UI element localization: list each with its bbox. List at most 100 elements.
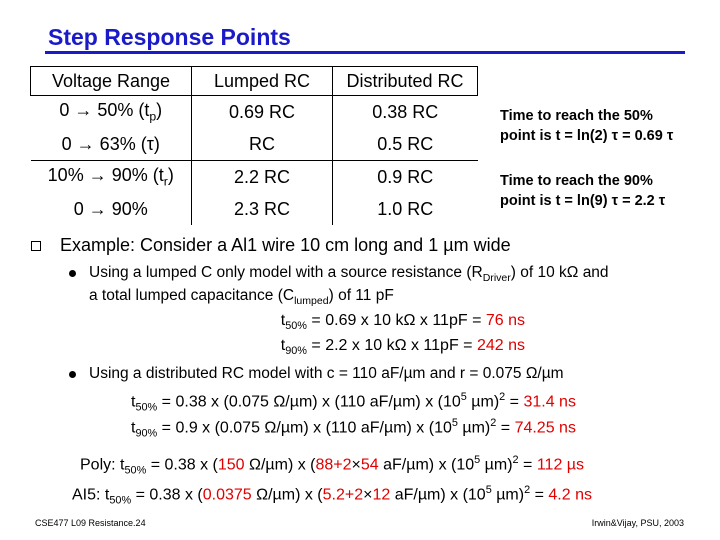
highlight: 76 ns: [485, 312, 525, 329]
sub-bullet-icon: [69, 270, 76, 277]
text-run: a total lumped capacitance (C: [89, 287, 295, 305]
text-run: 10% → 90% (t: [47, 165, 164, 186]
text-run: Ω/µm) x (: [244, 456, 316, 474]
bullet-text: Example: Consider a Al1 wire 10 cm long …: [60, 235, 511, 255]
text-line: Using a distributed RC model with c = 11…: [89, 365, 564, 382]
text-run: t: [280, 337, 286, 354]
text-run: =: [496, 419, 515, 437]
subscript: 90%: [135, 427, 158, 440]
highlight: 88+2: [315, 456, 352, 474]
footer-right: Irwin&Vijay, PSU, 2003: [591, 518, 684, 528]
highlight: 54: [360, 456, 379, 474]
table-cell: 2.2 RC: [191, 160, 333, 193]
highlight: 12: [372, 486, 391, 504]
sub-bullet-text: Using a distributed RC model with c = 11…: [89, 365, 564, 382]
equation: t50% = 0.69 x 10 kΩ x 11pF = 76 ns: [281, 312, 525, 332]
table-row: 0 → 63% (τ) RC 0.5 RC: [31, 128, 478, 161]
text-run: t: [131, 393, 136, 411]
note: Time to reach the 90% point is t = ln(9)…: [500, 171, 665, 211]
text-run: =: [518, 456, 537, 474]
table-cell: 0.9 RC: [332, 160, 478, 193]
note-line: point is t = ln(9) τ = 2.2 τ: [500, 193, 666, 209]
superscript: 2: [490, 417, 497, 429]
text-run: Poly: t: [80, 456, 125, 474]
superscript: 5: [460, 391, 467, 403]
text-run: aF/µm) x (10: [390, 486, 486, 504]
table-cell: 0.5 RC: [377, 133, 434, 154]
text-run: AI5: t: [72, 486, 110, 504]
note-line: Time to reach the 50%: [500, 108, 653, 124]
table-row: 0 → 50% (tp) 0.69 RC 0.38 RC: [31, 95, 478, 129]
example: Poly: t50% = 0.38 x (150 Ω/µm) x (88+2×5…: [80, 454, 584, 477]
table-cell: 2.3 RC: [191, 193, 333, 225]
table-cell: 0.38 RC: [372, 101, 439, 122]
note-line: Time to reach the 90%: [500, 173, 653, 189]
highlight: 0.0375: [202, 486, 252, 504]
superscript: 5: [451, 417, 458, 429]
sub-bullet-icon: [69, 371, 76, 378]
table-cell: RC: [191, 128, 333, 161]
table-cell: 0 → 90%: [73, 198, 148, 219]
text-run: =: [505, 393, 524, 411]
subscript: 50%: [124, 464, 147, 477]
response-table: Voltage Range Lumped RC Distributed RC 0…: [30, 66, 478, 225]
text-run: Using a distributed RC model with c = 11…: [89, 365, 564, 382]
note-line: point is t = ln(2) τ = 0.69 τ: [500, 128, 674, 144]
header-cell: Lumped RC: [191, 66, 333, 96]
table-row: 0 → 90% 2.3 RC 1.0 RC: [31, 193, 478, 225]
superscript: 2: [499, 391, 506, 403]
table-row: 10% → 90% (tr) 2.2 RC 0.9 RC: [30, 160, 478, 193]
table-cell: 0.69 RC: [191, 95, 333, 128]
header-cell: Voltage Range: [30, 66, 192, 96]
subscript: p: [149, 109, 157, 124]
footer-left: CSE477 L09 Resistance.24: [35, 518, 146, 528]
example: AI5: t50% = 0.38 x (0.0375 Ω/µm) x (5.2+…: [72, 484, 592, 507]
text-run: = 0.9 x (0.075 Ω/µm) x (110 aF/µm) x (10: [157, 419, 452, 437]
highlight: 112 µs: [536, 456, 584, 474]
text-run: µm): [491, 486, 525, 504]
text-run: t: [131, 419, 136, 437]
header-cell: Distributed RC: [332, 66, 478, 96]
highlight: 4.2 ns: [548, 486, 592, 504]
text-run: ): [167, 165, 174, 186]
highlight: 31.4 ns: [523, 393, 576, 411]
highlight: 150: [217, 456, 245, 474]
bullet-icon: [31, 241, 41, 251]
text-run: ): [156, 100, 163, 121]
table-cell: 0 → 63% (τ): [61, 133, 160, 154]
subscript: 50%: [109, 494, 132, 507]
text-line: Using a lumped C only model with a sourc…: [89, 264, 609, 287]
text-line: a total lumped capacitance (Clumped) of …: [89, 287, 609, 310]
text-run: Using a lumped C only model with a sourc…: [89, 264, 483, 281]
text-run: = 0.38 x (: [131, 486, 203, 504]
text-run: µm): [480, 456, 513, 474]
text-run: = 0.38 x (0.075 Ω/µm) x (110 aF/µm) x (1…: [157, 393, 461, 411]
highlight: 74.25 ns: [514, 419, 576, 437]
highlight: 242 ns: [476, 337, 525, 354]
text-run: 0 → 50% (t: [59, 100, 150, 121]
text-run: =: [530, 486, 549, 504]
text-run: = 0.38 x (: [146, 456, 218, 474]
text-run: ×: [363, 486, 373, 504]
subscript: r: [163, 174, 168, 189]
table-header: Voltage Range Lumped RC Distributed RC: [30, 66, 478, 96]
text-run: ) of 10 kΩ and: [510, 264, 609, 281]
title-underline: [45, 51, 685, 54]
text-run: t: [280, 312, 286, 329]
subscript: 90%: [285, 345, 307, 358]
text-run: = 2.2 x 10 kΩ x 11pF =: [306, 337, 477, 354]
text-run: µm): [457, 419, 491, 437]
text-run: aF/µm) x (10: [378, 456, 475, 474]
superscript: 5: [474, 454, 481, 466]
text-run: = 0.69 x 10 kΩ x 11pF =: [306, 312, 486, 329]
text-run: Ω/µm) x (: [251, 486, 323, 504]
table-cell: 0 → 50% (tp): [31, 96, 192, 129]
note: Time to reach the 50% point is t = ln(2)…: [500, 106, 673, 146]
superscript: 5: [485, 484, 492, 496]
subscript: Driver: [482, 272, 511, 285]
table-cell: 10% → 90% (tr): [30, 160, 192, 193]
subscript: 50%: [135, 401, 158, 414]
equation: t50% = 0.38 x (0.075 Ω/µm) x (110 aF/µm)…: [131, 391, 576, 414]
highlight: 5.2+2: [322, 486, 364, 504]
